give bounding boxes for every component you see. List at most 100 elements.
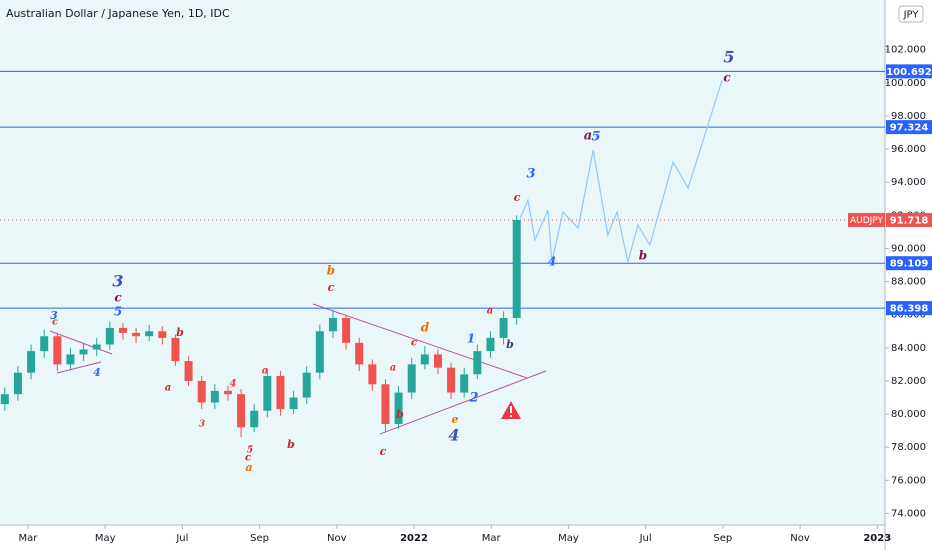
y-tick-label: 88.000 [891,277,926,288]
x-tick-label: Sep [250,533,269,544]
candle-body [250,410,259,428]
warning-icon [501,401,521,419]
wave-label: c [723,71,731,85]
candle-body [342,318,351,343]
wave-label: b [506,338,514,351]
wave-label: 5 [247,446,253,456]
symbol-label: AUDJPY [850,216,884,226]
level-label: 100.692 [886,67,932,78]
x-tick-label: May [95,533,116,544]
candle-body [315,331,324,373]
candle-body [355,342,364,365]
wave-label: 4 [448,426,459,445]
trendlines [49,303,547,435]
y-tick-label: 76.000 [891,475,926,486]
candle-body [263,375,272,411]
wave-label: a [390,363,396,374]
candle-body [302,372,311,398]
candle-body [171,337,180,362]
wave-label: a [245,461,252,474]
wave-label: c [411,338,417,349]
trendline [379,370,547,435]
candle-body [486,337,495,352]
price-axis [885,0,932,550]
wave-label: c [52,318,58,328]
y-tick-label: 98.000 [891,111,926,122]
y-tick-label: 80.000 [891,409,926,420]
wave-label: a [584,129,592,144]
candle-body [368,364,377,385]
level-badge [886,301,932,316]
candle-body [66,354,75,365]
candle-body [460,374,469,393]
candle-body [132,332,141,337]
candle-body [328,318,337,332]
price-badge [886,212,932,227]
wave-label: a [487,306,493,317]
candle-body [473,351,482,375]
wave-label: a [262,366,268,377]
candle-body [158,331,167,338]
symbol-badge [848,212,885,227]
price-label: 91.718 [890,215,929,226]
x-tick-label: May [558,533,579,544]
x-tick-label: Mar [19,533,39,544]
y-tick-label: 82.000 [891,376,926,387]
marks [0,70,885,438]
wave-label: 4 [230,379,237,390]
wave-label: b [176,326,184,339]
candle-body [27,351,36,373]
y-tick-label: 90.000 [891,243,926,254]
candle-body [105,327,114,345]
y-tick-label: 84.000 [891,343,926,354]
trendline [56,361,102,374]
y-tick-label: 96.000 [891,144,926,155]
wave-label: b [327,264,335,278]
trendline [49,330,113,355]
wave-label: 4 [548,255,556,269]
candle-body [237,394,246,428]
wave-label: 1 [467,332,475,346]
y-tick-label: 86.000 [891,310,926,321]
x-tick-label: 2022 [400,533,428,544]
candle-body [184,361,193,381]
candle-body [420,354,429,365]
candle-body [407,364,416,393]
plot-background [0,0,885,525]
candle-body [223,390,232,395]
candle-body [512,219,521,318]
wave-label: 5 [114,305,122,319]
level-badge [886,120,932,135]
wave-label: 4 [93,366,101,379]
warning-dot [510,415,512,417]
wave-label: 5 [723,48,734,67]
level-label: 97.324 [890,123,929,134]
currency-label[interactable]: JPY [903,10,920,21]
wave-label: c [514,191,521,204]
wave-label: c [328,281,335,294]
wave-label: b [287,438,295,451]
candle-body [289,397,298,410]
level-label: 89.109 [890,259,929,270]
x-tick-label: Mar [482,533,502,544]
level-badge [886,64,932,79]
y-tick-label: 74.000 [891,508,926,519]
grid [27,49,889,529]
y-tick-label: 94.000 [891,177,926,188]
candle-body [40,336,49,352]
wave-label: 3 [50,309,58,322]
candle-body [499,318,508,338]
wave-label: c [245,453,251,464]
candle-body [433,354,442,368]
candle-body [381,384,390,424]
wave-label: 3 [199,420,205,430]
candle-body [145,331,154,337]
x-tick-label: Sep [713,533,732,544]
warning-mark [510,406,512,413]
candle-body [13,372,22,395]
projection-line [519,79,723,263]
candle-body [197,380,206,403]
currency-button[interactable] [898,5,924,23]
time-axis [0,525,885,550]
candle-body [447,367,456,393]
